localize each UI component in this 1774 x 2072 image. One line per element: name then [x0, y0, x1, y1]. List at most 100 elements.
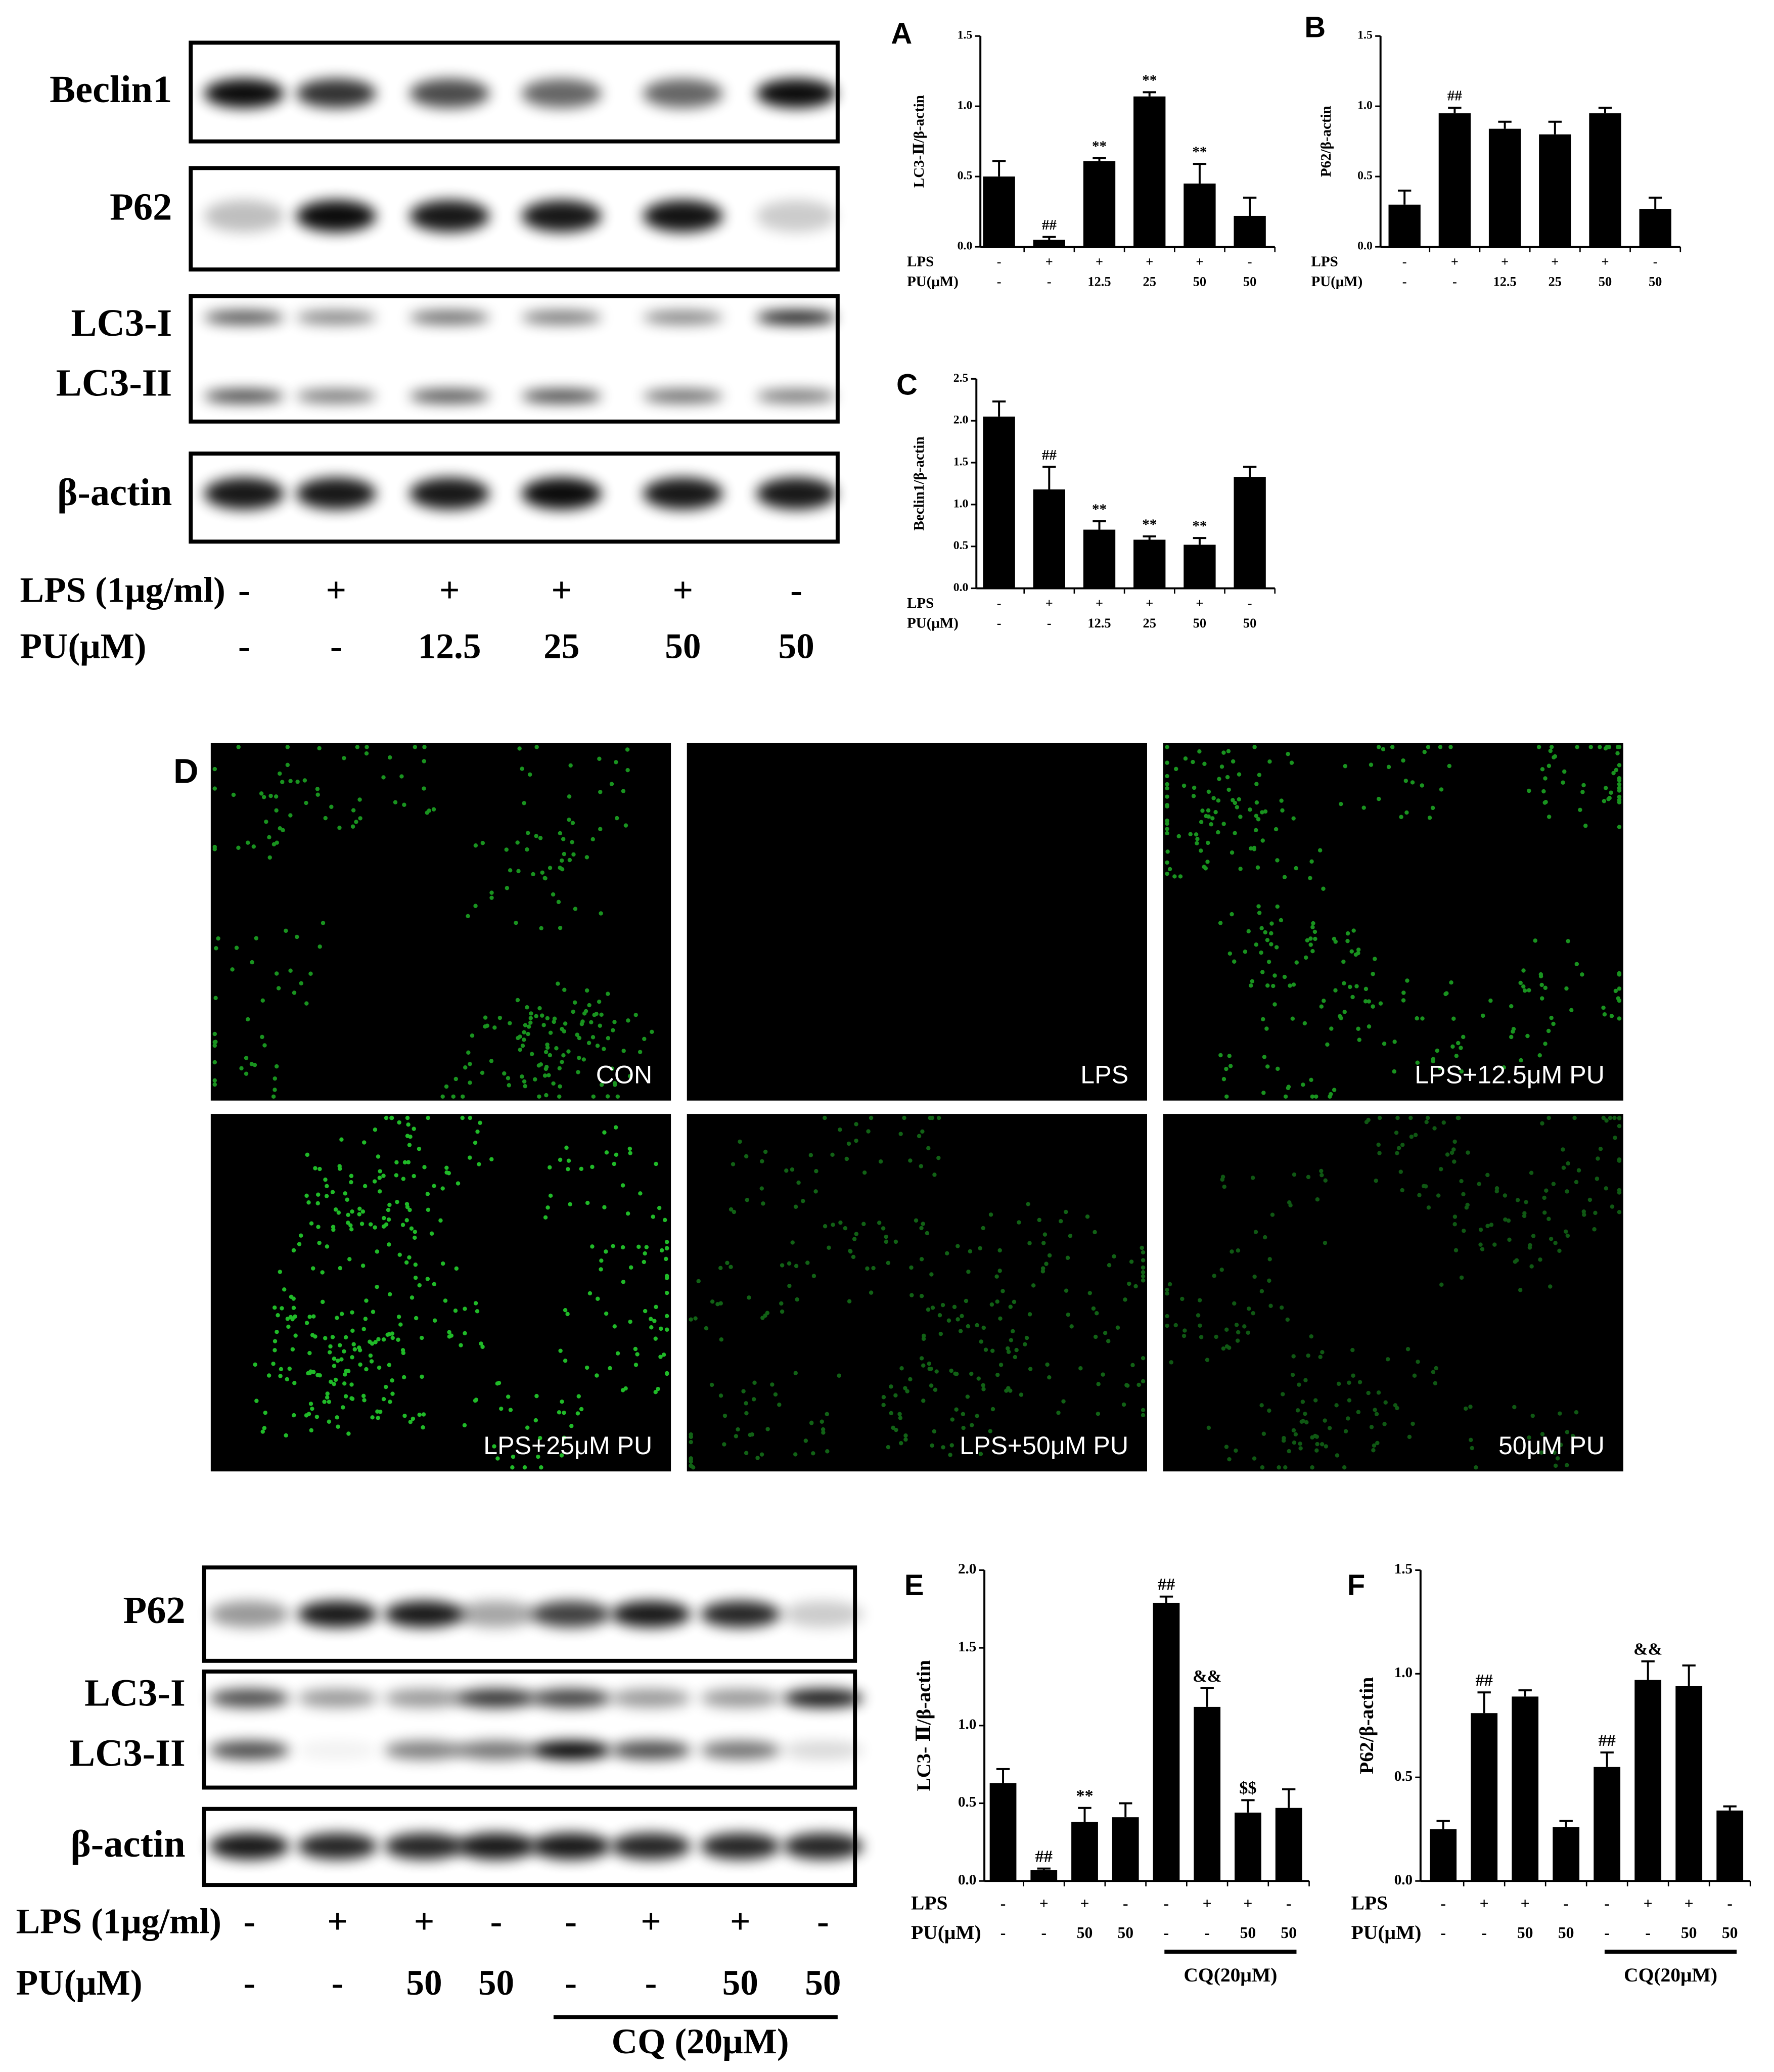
y-tick-label: 1.5: [958, 1639, 976, 1655]
treatment-value: +: [1045, 595, 1053, 610]
treatment-value: -: [1000, 1924, 1006, 1942]
treatment-name: PU(μM): [1351, 1921, 1422, 1944]
treatment-name: LPS: [907, 595, 934, 611]
treatment-value: 25: [1143, 274, 1156, 289]
treatment-value: -: [490, 1902, 503, 1942]
significance: $$: [1239, 1778, 1256, 1797]
treatment-name: PU(μM): [1311, 274, 1362, 290]
treatment-value: 50: [1193, 615, 1206, 630]
bar: [1235, 1812, 1261, 1881]
treatment-value: -: [330, 626, 342, 666]
panel-letter: D: [173, 751, 199, 790]
treatment-value: +: [1243, 1895, 1252, 1912]
significance: ##: [1447, 88, 1463, 104]
band-label: LC3-I: [84, 1672, 186, 1715]
micrograph: [210, 1114, 671, 1472]
micrograph: [210, 743, 671, 1101]
blot-band: [611, 1741, 691, 1760]
blot-band: [643, 477, 723, 510]
error-bar: [1641, 1660, 1655, 1680]
micrograph-label: LPS+50μM PU: [960, 1431, 1128, 1460]
error-bar: [1397, 189, 1412, 205]
blot-band: [409, 310, 490, 325]
bar: [1184, 545, 1216, 589]
treatment-value: -: [1727, 1895, 1733, 1912]
treatment-value: -: [1604, 1895, 1610, 1912]
treatment-name: LPS: [1351, 1892, 1388, 1914]
significance: ##: [1035, 1846, 1053, 1866]
panel-letter: A: [891, 18, 912, 51]
blot-band: [456, 1689, 536, 1708]
blot-band: [297, 1741, 378, 1760]
error-bar: [1243, 466, 1257, 477]
treatment-value: -: [1563, 1895, 1569, 1912]
treatment-value: 12.5: [1493, 274, 1517, 289]
treatment-value: -: [1440, 1895, 1446, 1912]
bar: [1194, 1706, 1221, 1881]
blot-band: [611, 1833, 691, 1860]
y-axis-label: LC3- Ⅱ/β-actin: [913, 1660, 935, 1791]
error-bar: [1042, 236, 1056, 240]
treatment-value: 50: [722, 1963, 758, 2003]
y-tick-label: 1.0: [958, 99, 973, 112]
y-tick-label: 1.5: [958, 29, 973, 42]
blot-band: [531, 1833, 611, 1860]
bar: [1153, 1602, 1180, 1881]
treatment-value: 12.5: [1087, 274, 1111, 289]
micrograph: [687, 743, 1147, 1101]
treatment-value: -: [244, 1963, 256, 2003]
treatment-value: 50: [1243, 274, 1256, 289]
bar: [1030, 1870, 1058, 1881]
treatment-value: 50: [1117, 1924, 1133, 1942]
significance: ##: [1042, 447, 1057, 463]
blot-band: [209, 1601, 290, 1628]
treatment-value: 50: [1077, 1924, 1093, 1942]
panel-letter: C: [896, 368, 918, 401]
error-bar: [1093, 520, 1106, 530]
treatment-value: -: [1248, 595, 1252, 610]
bar: [1539, 134, 1571, 247]
bar: [1033, 489, 1065, 589]
band-label: β-actin: [70, 1822, 185, 1865]
error-bar: [1193, 537, 1207, 545]
band-label: β-actin: [57, 471, 172, 514]
treatment-value: +: [551, 570, 572, 610]
treatment-name: PU(μM): [16, 1963, 143, 2003]
treatment-value: -: [1047, 274, 1052, 289]
y-tick-label: 0.5: [1357, 169, 1373, 183]
panel-letter: E: [904, 1569, 924, 1602]
significance: &&: [1633, 1640, 1662, 1659]
treatment-value: -: [1286, 1895, 1292, 1912]
bar: [1471, 1713, 1498, 1881]
band-label: LC3-II: [69, 1731, 186, 1774]
blot-frame: [189, 452, 840, 544]
blot-band: [756, 310, 837, 325]
significance: **: [1142, 516, 1157, 532]
treatment-value: -: [997, 595, 1002, 610]
treatment-value: 25: [1549, 274, 1562, 289]
treatment-value: +: [1080, 1895, 1089, 1912]
blot-band: [783, 1741, 863, 1760]
treatment-value: +: [439, 570, 460, 610]
treatment-value: -: [817, 1902, 829, 1942]
blot-band: [611, 1601, 691, 1628]
micrograph-label: CON: [596, 1060, 652, 1089]
treatment-name: LPS (1μg/ml): [20, 570, 225, 610]
error-bar: [996, 1768, 1010, 1783]
blot-band: [204, 200, 284, 233]
treatment-value: +: [1096, 254, 1103, 269]
treatment-value: -: [565, 1963, 577, 2003]
bar: [1634, 1680, 1662, 1881]
group-label: CQ (20μM): [612, 2022, 789, 2061]
treatment-value: -: [997, 615, 1002, 630]
treatment-value: -: [1481, 1924, 1487, 1942]
treatment-value: -: [1164, 1924, 1169, 1942]
blot-band: [297, 1601, 378, 1628]
treatment-value: 50: [665, 626, 701, 666]
treatment-value: +: [1203, 1895, 1212, 1912]
treatment-value: +: [1521, 1895, 1530, 1912]
bar: [1083, 529, 1116, 589]
error-bar: [1436, 1820, 1450, 1829]
